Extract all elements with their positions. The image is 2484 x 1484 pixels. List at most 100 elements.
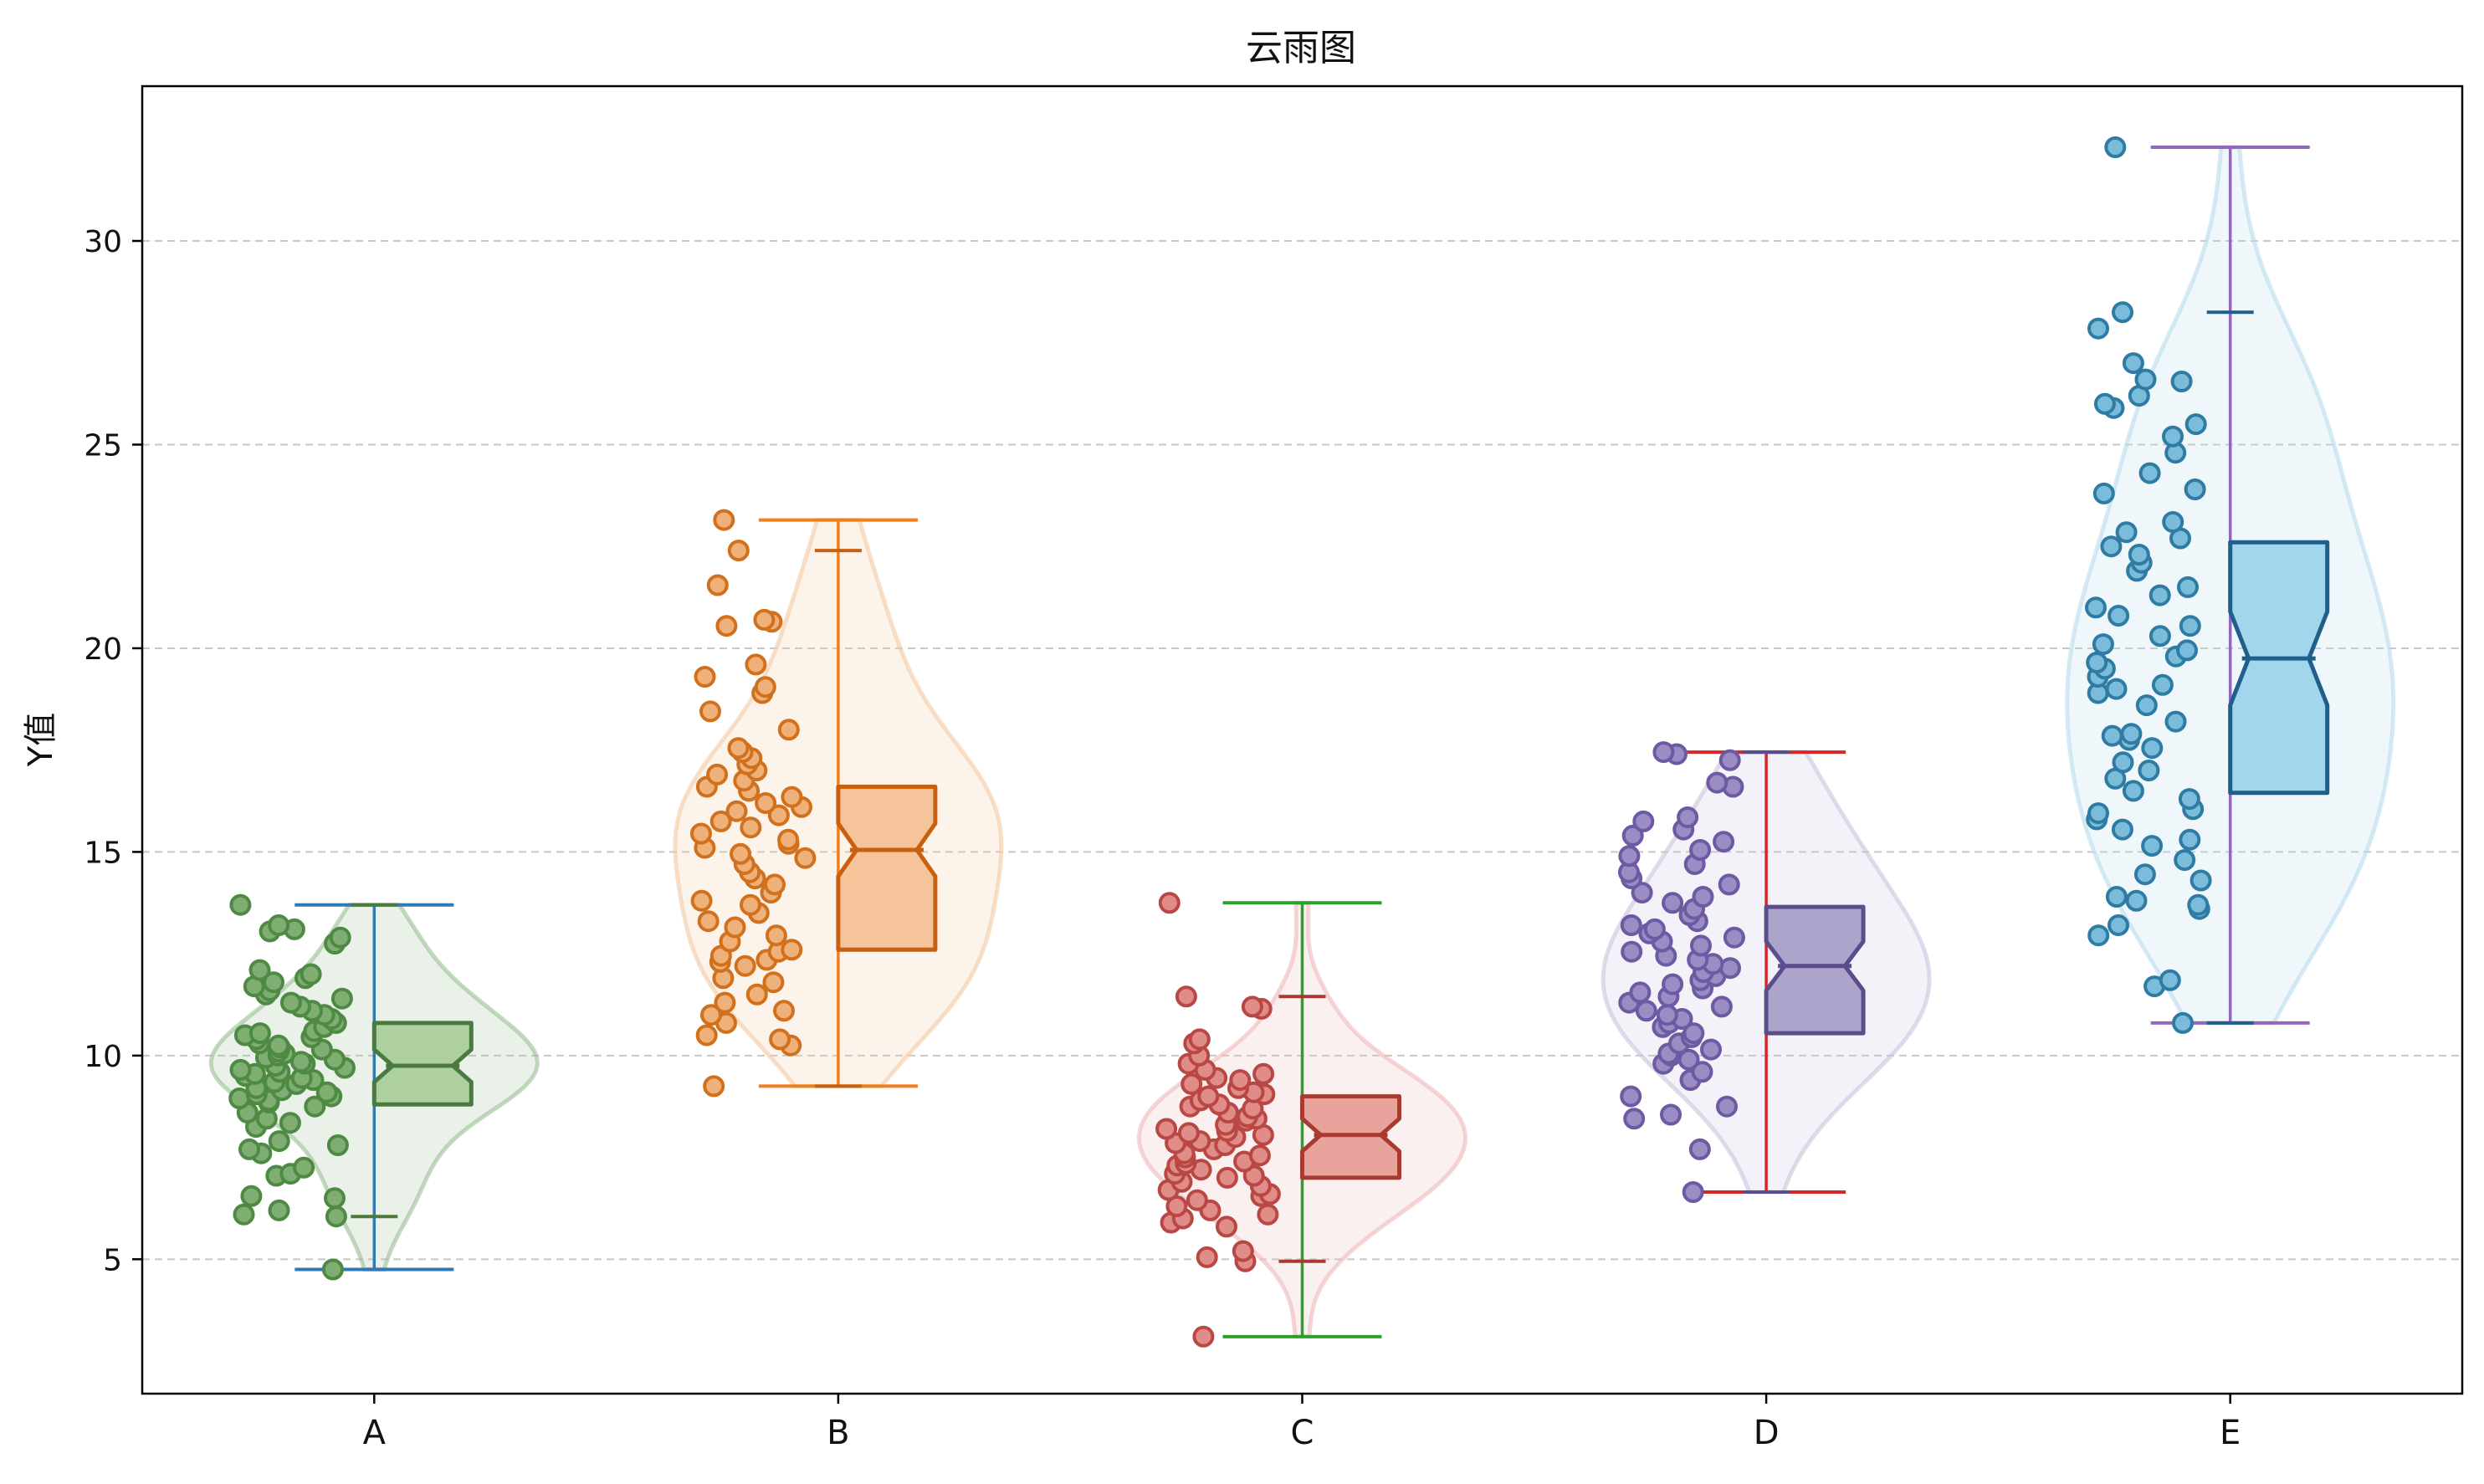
data-point-D [1718, 873, 1740, 896]
data-point-D [1662, 892, 1684, 914]
data-point-C [1177, 1122, 1200, 1144]
data-point-D [1631, 882, 1653, 904]
data-point-D [1723, 926, 1745, 949]
data-point-E [2172, 1011, 2194, 1034]
data-point-D [1689, 839, 1712, 861]
data-point-B [764, 873, 786, 896]
plot-frame [141, 84, 2464, 1395]
raindrop-points [228, 136, 2212, 1348]
data-point-C [1241, 995, 1263, 1018]
y-tick-label: 25 [84, 428, 122, 463]
data-point-E [2122, 780, 2144, 802]
data-point-C [1257, 1203, 1279, 1226]
data-point-B [724, 916, 746, 939]
data-point-E [2151, 673, 2174, 696]
data-point-E [2105, 678, 2128, 700]
data-point-D [1620, 914, 1642, 936]
data-point-D [1643, 918, 1666, 940]
data-point-A [300, 963, 322, 985]
data-point-E [2111, 818, 2133, 841]
data-point-B [714, 991, 736, 1014]
data-point-A [325, 1205, 347, 1228]
data-point-E [2187, 893, 2210, 916]
data-point-D [1688, 1138, 1711, 1160]
data-point-A [304, 1095, 326, 1118]
boxplots [294, 146, 2330, 1338]
y-tick-label: 20 [84, 632, 122, 667]
data-point-D [1718, 749, 1741, 771]
data-point-A [268, 1130, 290, 1153]
data-point-D [1629, 981, 1652, 1004]
data-point-B [690, 889, 713, 912]
data-point-E [2162, 425, 2184, 448]
data-point-A [263, 971, 284, 994]
data-point-A [268, 1199, 290, 1221]
data-point-C [1186, 1189, 1208, 1211]
data-point-C [1232, 1240, 1254, 1262]
data-point-B [694, 666, 716, 688]
data-point-B [690, 822, 712, 845]
data-point-D [1690, 934, 1712, 957]
data-point-B [765, 924, 787, 947]
data-point-A [326, 1134, 349, 1156]
x-tick-label: E [2220, 1414, 2241, 1452]
data-point-B [781, 939, 803, 961]
data-point-A [279, 1112, 301, 1134]
data-point-C [1192, 1325, 1215, 1348]
data-point-B [730, 842, 751, 865]
data-point-E [2178, 788, 2200, 811]
data-point-B [734, 954, 756, 977]
data-point-B [706, 763, 729, 785]
data-point-E [2101, 724, 2123, 747]
data-point-D [1692, 886, 1714, 908]
data-point-A [229, 1058, 252, 1081]
data-point-B [773, 1000, 795, 1022]
data-point-B [777, 828, 800, 851]
data-point-E [2134, 368, 2157, 391]
data-point-A [267, 1034, 289, 1057]
y-tick-label: 30 [84, 225, 122, 259]
y-tick-label: 10 [84, 1040, 122, 1074]
data-point-E [2108, 605, 2130, 627]
data-point-B [754, 676, 776, 699]
data-point-B [699, 700, 721, 723]
data-point-D [1713, 831, 1735, 853]
data-point-B [769, 1028, 791, 1051]
data-point-B [697, 910, 720, 933]
data-point-E [2184, 478, 2206, 500]
data-point-D [1621, 824, 1644, 847]
box-D [1764, 904, 1866, 1036]
data-point-A [248, 959, 271, 981]
data-point-E [2176, 639, 2198, 662]
data-point-E [2133, 863, 2156, 886]
data-point-B [700, 1004, 722, 1026]
data-point-B [695, 1024, 718, 1046]
data-point-D [1682, 1181, 1704, 1203]
data-point-E [2108, 914, 2129, 936]
data-point-E [2164, 710, 2187, 733]
y-tick-label: 5 [103, 1243, 122, 1277]
data-point-E [2184, 413, 2207, 436]
data-point-D [1632, 810, 1655, 832]
data-point-E [2138, 462, 2161, 484]
data-point-B [755, 792, 777, 814]
data-point-D [1621, 940, 1643, 963]
data-point-B [762, 971, 785, 994]
data-point-C [1248, 1144, 1271, 1167]
data-point-A [229, 893, 252, 916]
data-point-D [1623, 1108, 1646, 1130]
data-point-E [2141, 737, 2164, 760]
data-point-E [2104, 136, 2127, 158]
data-point-C [1242, 1164, 1265, 1187]
data-point-E [2112, 301, 2133, 324]
data-point-E [2125, 889, 2148, 912]
data-point-A [324, 1187, 346, 1210]
data-point-A [268, 914, 290, 936]
data-point-A [248, 1022, 271, 1045]
data-point-E [2138, 760, 2160, 781]
data-point-E [2174, 849, 2196, 872]
data-point-E [2092, 482, 2115, 504]
data-point-D [1691, 1061, 1713, 1083]
